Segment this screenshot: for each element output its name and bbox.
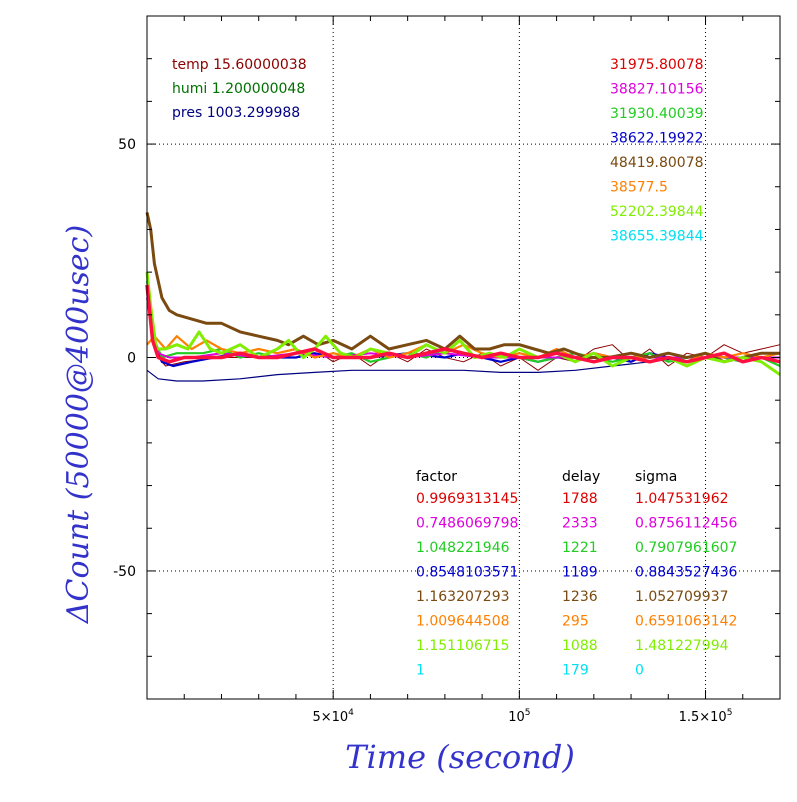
- env-legend: temp 15.60000038 humi 1.200000048 pres 1…: [172, 57, 307, 121]
- env-humi-text: humi 1.200000048: [172, 81, 305, 97]
- table-cell-sigma: 0: [635, 663, 644, 679]
- table-cell-factor: 0.7486069798: [416, 516, 518, 532]
- y-axis-label: ΔCount (50000@400usec): [61, 225, 96, 624]
- table-cell-sigma: 1.052709937: [635, 589, 729, 605]
- legend-value-text: 38827.10156: [610, 82, 704, 98]
- legend-value-text: 31930.40039: [610, 106, 704, 122]
- table-cell-factor: 1: [416, 663, 425, 679]
- y-tick-label: -50: [113, 564, 136, 580]
- x-tick-label: 5×104: [312, 708, 354, 725]
- table-cell-factor: 1.151106715: [416, 638, 510, 654]
- table-header-sigma: sigma: [635, 469, 677, 485]
- legend-value-text: 52202.39844: [610, 204, 704, 220]
- legend-value-text: 31975.80078: [610, 57, 704, 73]
- legend-value-text: 38577.5: [610, 180, 668, 196]
- table-cell-factor: 0.8548103571: [416, 565, 518, 581]
- table-cell-delay: 1236: [562, 589, 598, 605]
- table-cell-sigma: 0.7907961607: [635, 540, 737, 556]
- table-cell-sigma: 0.8843527436: [635, 565, 738, 581]
- table-header-factor: factor: [416, 469, 457, 485]
- stats-table: factor delay sigma 0.9969313145 1788 1.047531…: [416, 469, 738, 679]
- table-cell-sigma: 1.047531962: [635, 491, 729, 507]
- table-cell-delay: 295: [562, 614, 589, 630]
- legend-value-text: 38655.39844: [610, 229, 704, 245]
- env-temp-text: temp 15.60000038: [172, 57, 307, 73]
- table-cell-factor: 1.163207293: [416, 589, 510, 605]
- table-cell-delay: 1189: [562, 565, 598, 581]
- x-tick-exponent: 4: [348, 708, 354, 718]
- table-cell-sigma: 0.6591063142: [635, 614, 737, 630]
- x-tick-label: 105: [508, 708, 530, 725]
- series-line: [146, 297, 780, 359]
- series-line: [145, 284, 781, 364]
- env-pres-text: pres 1003.299988: [172, 105, 300, 121]
- table-cell-delay: 179: [562, 663, 589, 679]
- table-cell-factor: 0.9969313145: [416, 491, 518, 507]
- y-tick-label: 0: [127, 351, 136, 367]
- ticks: [147, 16, 780, 699]
- table-cell-delay: 2333: [562, 516, 598, 532]
- table-cell-sigma: 0.8756112456: [635, 516, 738, 532]
- x-tick-exponent: 5: [525, 708, 531, 718]
- series-line: [145, 212, 780, 364]
- table-cell-sigma: 1.481227994: [635, 638, 729, 654]
- table-cell-delay: 1788: [562, 491, 598, 507]
- legend-value-text: 38622.19922: [610, 131, 704, 147]
- table-cell-delay: 1088: [562, 638, 598, 654]
- table-cell-delay: 1221: [562, 540, 598, 556]
- y-tick-label: 50: [118, 137, 136, 153]
- table-header-delay: delay: [562, 469, 600, 485]
- legend-values: 31975.80078 38827.10156 31930.40039 38622.1…: [610, 57, 704, 245]
- series-line: [145, 271, 781, 376]
- x-axis-label: Time (second): [345, 738, 575, 776]
- series-layer: [145, 212, 781, 382]
- x-tick-label: 1.5×105: [679, 708, 733, 725]
- table-cell-factor: 1.048221946: [416, 540, 510, 556]
- legend-value-text: 48419.80078: [610, 155, 704, 171]
- x-tick-exponent: 5: [727, 708, 733, 718]
- grid: [147, 16, 780, 699]
- table-cell-factor: 1.009644508: [416, 614, 510, 630]
